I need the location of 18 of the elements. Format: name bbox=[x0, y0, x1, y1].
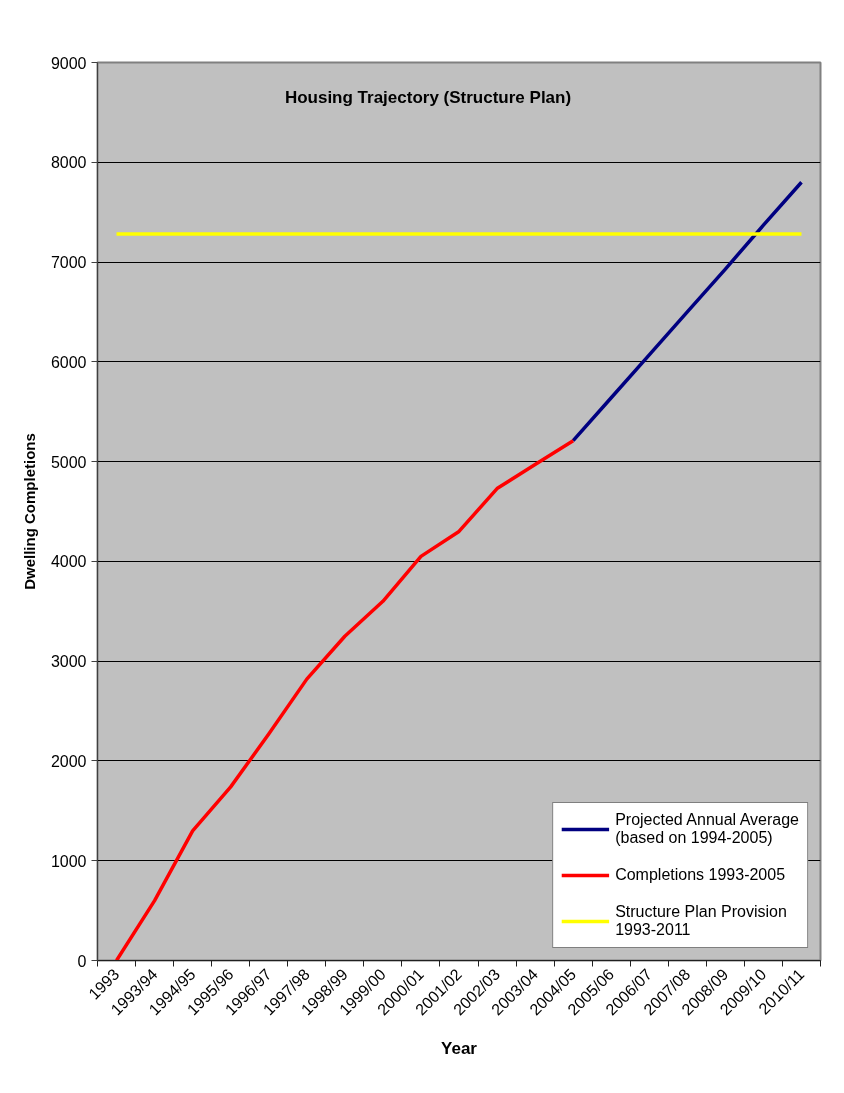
y-tick-label: 0 bbox=[77, 952, 87, 970]
y-tick-label: 8000 bbox=[50, 154, 87, 172]
x-axis-title: Year bbox=[441, 1039, 478, 1059]
y-tick-label: 6000 bbox=[50, 353, 87, 371]
y-axis-title: Dwelling Completions bbox=[20, 433, 38, 590]
legend-label: Projected Annual Average (based on 1994-2005) bbox=[615, 811, 799, 847]
y-tick-label: 7000 bbox=[50, 254, 87, 272]
y-tick-label: 4000 bbox=[50, 553, 87, 571]
line-series bbox=[571, 180, 804, 443]
y-tick-label: 5000 bbox=[50, 453, 87, 471]
y-tick-label: 9000 bbox=[50, 54, 87, 72]
y-tick-label: 1000 bbox=[50, 852, 87, 870]
line-series bbox=[114, 438, 575, 961]
legend-label: Structure Plan Provision 1993-2011 bbox=[615, 903, 787, 939]
y-tick-label: 2000 bbox=[50, 752, 87, 770]
y-tick-label: 3000 bbox=[50, 653, 87, 671]
text: Housing Trajectory (Structure Plan) bbox=[284, 88, 572, 107]
legend-label: Completions 1993-2005 bbox=[615, 866, 786, 884]
